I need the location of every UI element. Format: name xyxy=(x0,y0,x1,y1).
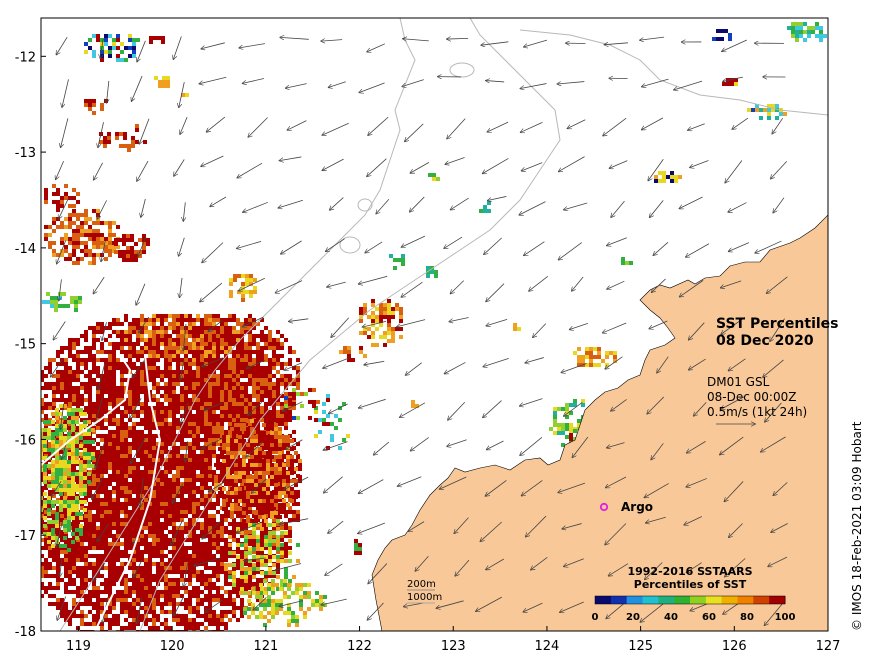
sst-percentile-layer xyxy=(41,22,827,631)
y-tick-label: -18 xyxy=(15,625,36,640)
x-tick-label: 121 xyxy=(253,639,278,654)
colorbar-label: 80 xyxy=(740,612,754,623)
colorbar-title-line2: Percentiles of SST xyxy=(634,578,747,591)
x-tick-label: 122 xyxy=(347,639,372,654)
colorbar-swatch xyxy=(674,596,691,604)
colorbar-label: 40 xyxy=(664,612,678,623)
colorbar-swatch xyxy=(658,596,675,604)
land-mass xyxy=(371,214,828,631)
x-tick-label: 123 xyxy=(441,639,466,654)
argo-marker xyxy=(599,502,609,512)
contour-legend-1000m: 1000m xyxy=(407,592,442,603)
y-tick-label: -15 xyxy=(15,338,36,353)
current-info-line3: 0.5m/s (1kt 24h) xyxy=(707,405,807,419)
y-tick-label: -17 xyxy=(15,529,36,544)
colorbar-label: 100 xyxy=(775,612,796,623)
colorbar-swatch xyxy=(642,596,659,604)
colorbar-border xyxy=(594,595,786,605)
imos-credit: © IMOS 18-Feb-2021 03:09 Hobart xyxy=(850,421,864,631)
plot-frame xyxy=(40,17,829,632)
colorbar-swatch xyxy=(769,596,786,604)
colorbar-swatch xyxy=(626,596,643,604)
contour-legend-200m: 200m xyxy=(407,579,436,590)
current-info-line2: 08-Dec 00:00Z xyxy=(707,390,796,404)
colorbar-swatch xyxy=(610,596,628,604)
x-tick-label: 124 xyxy=(535,639,560,654)
white-contours xyxy=(41,354,162,631)
colorbar-swatch xyxy=(705,596,723,604)
x-tick-label: 119 xyxy=(66,639,91,654)
y-tick-label: -16 xyxy=(15,433,36,448)
x-tick-label: 125 xyxy=(628,639,653,654)
colorbar-swatch xyxy=(753,596,770,604)
colorbar-title-line1: 1992-2016 SSTAARS xyxy=(627,565,752,578)
colorbar-labels: 0 20 40 60 80 100 xyxy=(592,612,796,623)
colorbar-swatch xyxy=(690,596,707,604)
colorbar-label: 20 xyxy=(626,612,640,623)
colorbar-swatch xyxy=(721,596,738,604)
surface-current-arrows xyxy=(51,36,788,625)
x-axis-ticks: 119 120 121 122 123 124 125 126 127 xyxy=(66,626,840,654)
x-tick-label: 127 xyxy=(816,639,841,654)
colorbar xyxy=(594,595,786,605)
x-tick-label: 126 xyxy=(722,639,747,654)
colorbar-swatch xyxy=(595,596,612,604)
y-tick-label: -12 xyxy=(15,50,36,65)
map-title-line1: SST Percentiles xyxy=(716,316,839,332)
x-tick-label: 120 xyxy=(160,639,185,654)
y-tick-label: -13 xyxy=(15,146,36,161)
colorbar-swatch xyxy=(737,596,754,604)
current-info-line1: DM01 GSL xyxy=(707,375,770,389)
colorbar-label: 0 xyxy=(592,612,599,623)
argo-label: Argo xyxy=(621,500,653,514)
y-axis-ticks: -12 -13 -14 -15 -16 -17 -18 xyxy=(15,50,46,640)
colorbar-label: 60 xyxy=(702,612,716,623)
map-title-line2: 08 Dec 2020 xyxy=(716,333,814,349)
y-tick-label: -14 xyxy=(15,242,36,257)
